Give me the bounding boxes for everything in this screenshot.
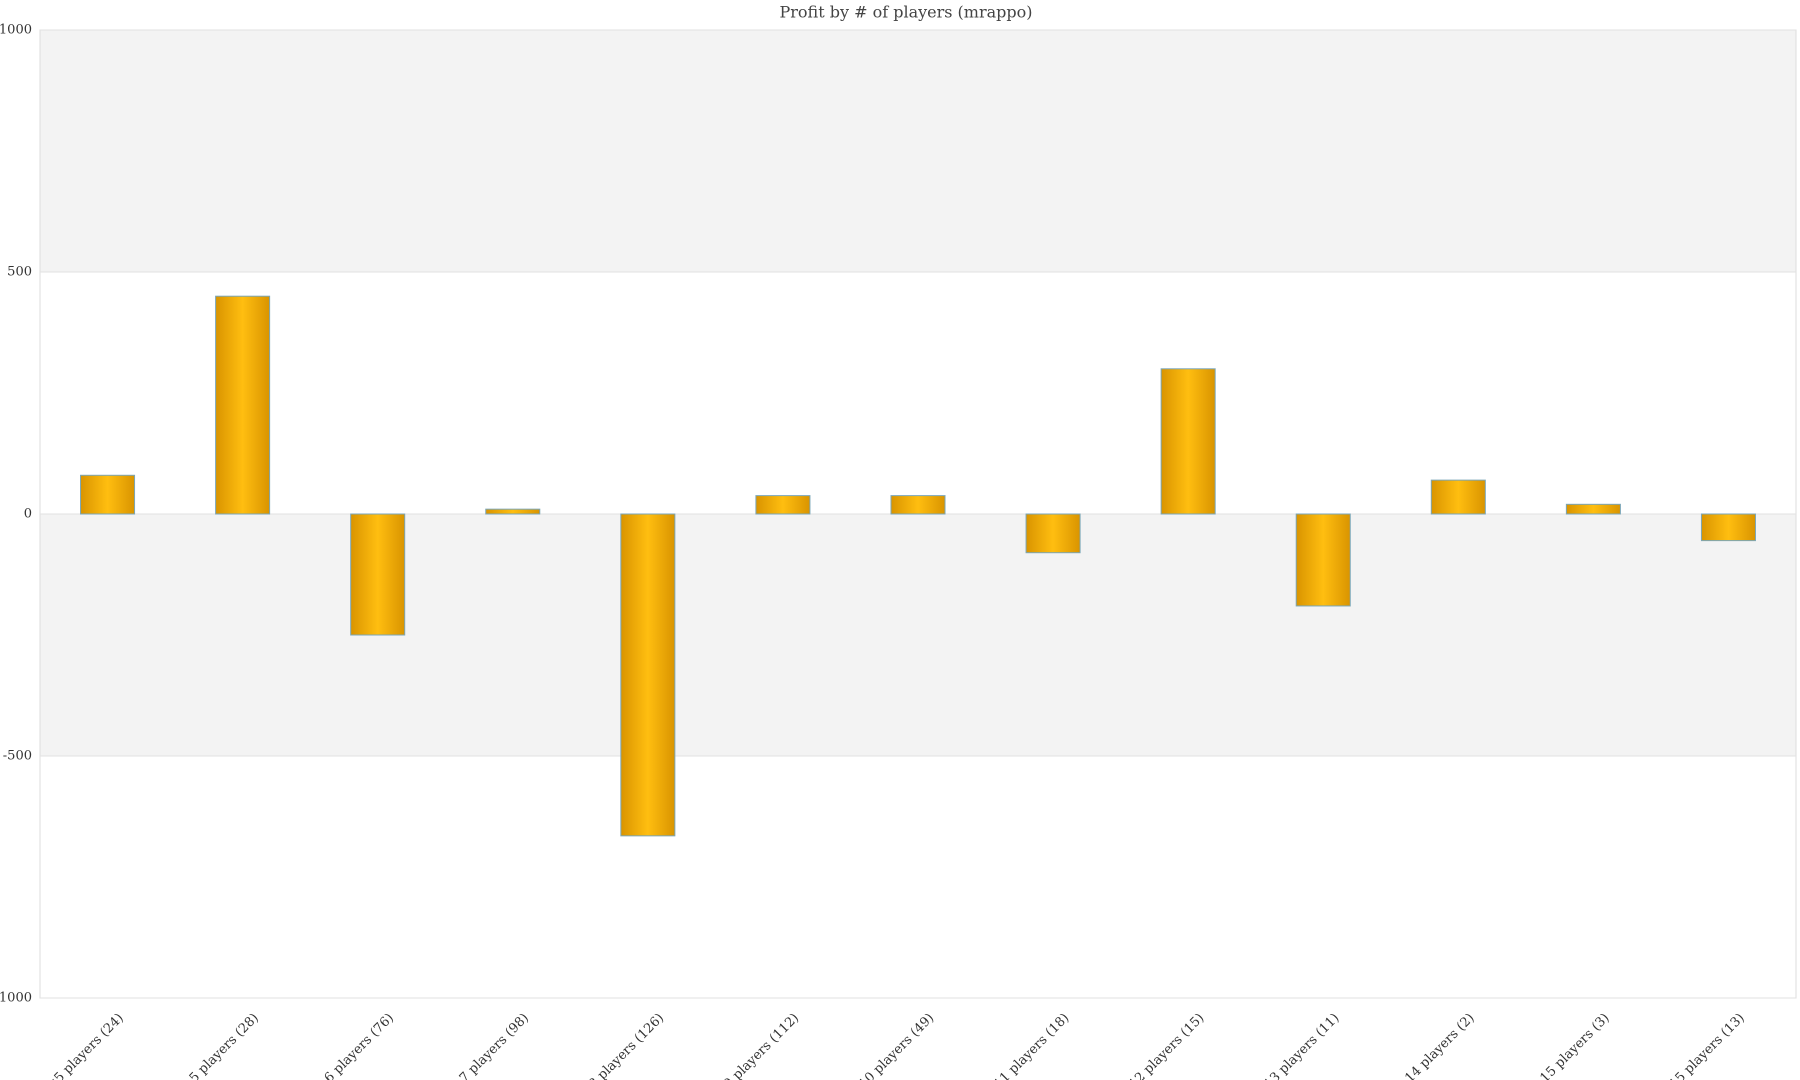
bar: [485, 508, 541, 515]
x-tick-label: 13 players (11): [1261, 1011, 1342, 1080]
x-tick-label: 10 players (49): [856, 1011, 937, 1080]
chart-title: Profit by # of players (mrappo): [779, 3, 1032, 22]
x-tick-label: 15 players (3): [1537, 1011, 1612, 1080]
x-tick-label: 12 players (15): [1126, 1011, 1207, 1080]
y-tick-label: 1000: [0, 991, 32, 1006]
bar: [215, 295, 271, 515]
x-tick-label: 9 players (112): [721, 1011, 802, 1080]
plot-band: [40, 272, 1796, 514]
x-tick-label: 14 players (2): [1402, 1011, 1477, 1080]
y-tick-label: -500: [3, 749, 32, 764]
x-tick-label: <5 players (24): [44, 1011, 127, 1080]
bar: [1430, 479, 1486, 515]
x-tick-label: 11 players (18): [991, 1011, 1072, 1080]
bar: [1025, 513, 1081, 554]
bar: [350, 513, 406, 636]
bar: [80, 474, 136, 515]
bar: [1160, 368, 1216, 515]
y-tick-label: 500: [7, 265, 32, 280]
bar: [620, 513, 676, 837]
plot-band: [40, 514, 1796, 756]
x-tick-label: 8 players (126): [586, 1011, 667, 1080]
x-tick-label: 7 players (98): [457, 1011, 532, 1080]
plot-band: [40, 756, 1796, 998]
bar: [1565, 503, 1621, 515]
x-tick-label: 5 players (28): [187, 1011, 262, 1080]
bar: [1295, 513, 1351, 607]
x-tick-label: >15 players (13): [1659, 1011, 1748, 1080]
y-tick-label: 1000: [0, 23, 32, 38]
bar: [890, 495, 946, 515]
plot-band: [40, 30, 1796, 272]
bar: [1700, 513, 1756, 542]
bar: [755, 495, 811, 515]
x-tick-label: 6 players (76): [322, 1011, 397, 1080]
y-tick-label: 0: [24, 507, 32, 522]
